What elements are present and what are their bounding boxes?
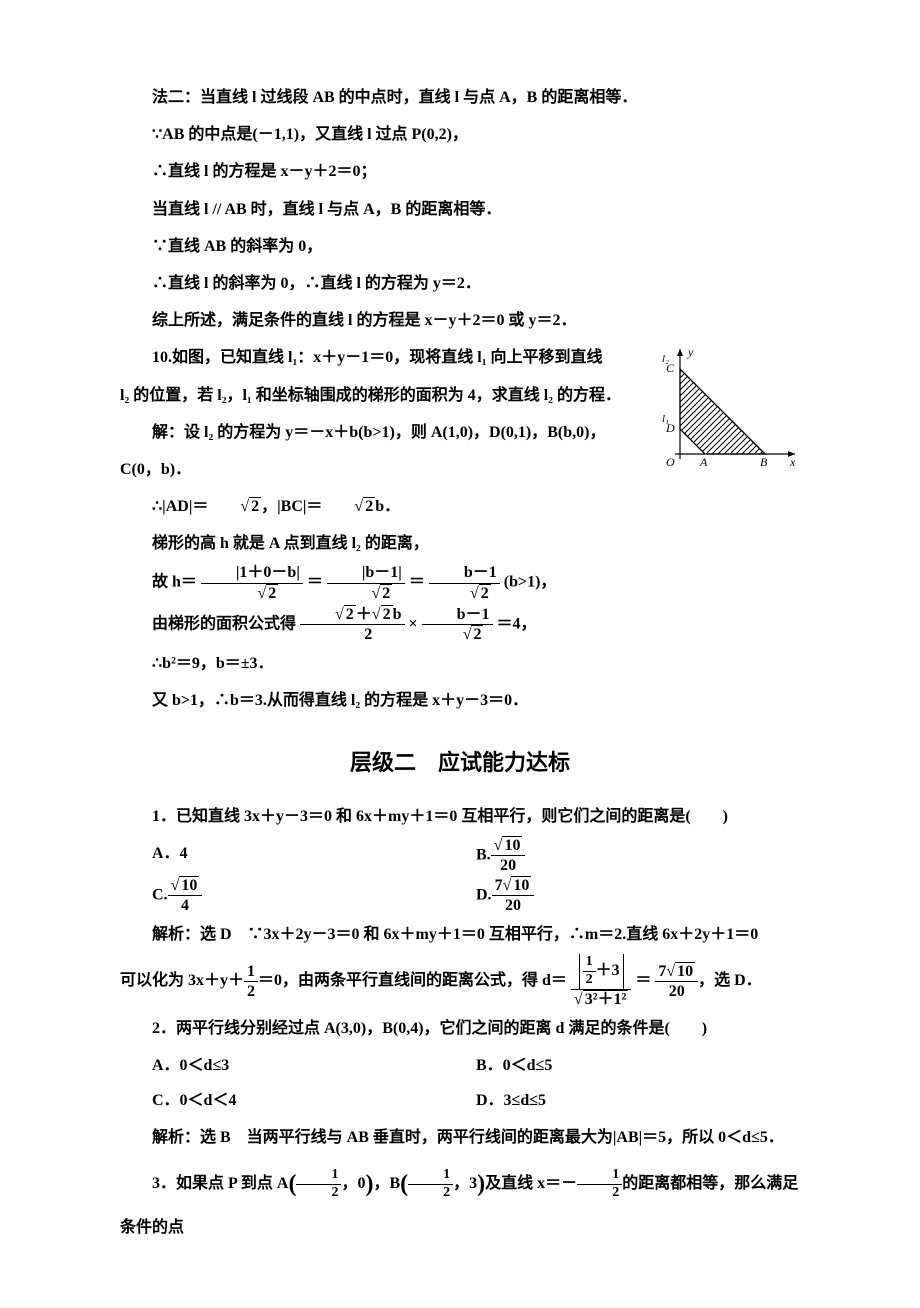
text: ，3	[453, 1175, 477, 1192]
frac2: |b－1|√2	[327, 563, 405, 602]
frac5: b－1√2	[422, 605, 493, 644]
svg-text:A: A	[699, 455, 708, 469]
q1-optA: A．4	[152, 836, 476, 875]
sqrt2: 2	[363, 497, 375, 515]
section2-title: 层级二 应试能力达标	[120, 739, 800, 787]
q2-sol: 解析：选 B 当两平行线与 AB 垂直时，两平行线间的距离最大为|AB|＝5，所…	[120, 1120, 800, 1155]
q2-optD: D．3≤d≤5	[476, 1083, 800, 1118]
q10-sol-d: 梯形的高 h 就是 A 点到直线 l₂ 的距离，	[120, 526, 800, 561]
text: ，0	[341, 1175, 365, 1192]
method2-line5: ∵直线 AB 的斜率为 0，	[120, 229, 800, 264]
method2-line2: ∵AB 的中点是(－1,1)，又直线 l 过点 P(0,2)，	[120, 117, 800, 152]
text: ＝4，	[497, 615, 537, 632]
q2-optA: A．0＜d≤3	[152, 1048, 476, 1083]
text: 由梯形的面积公式得	[152, 615, 296, 632]
text: ，B	[373, 1175, 400, 1192]
q1-options: A．4 B.√1020 C.√104 D.7√1020	[152, 836, 800, 915]
svg-text:B: B	[760, 455, 768, 469]
q1-sol-b: 可以化为 3x＋y＋12＝0，由两条平行直线间的距离公式，得 d＝ 12＋3 √…	[120, 954, 800, 1009]
method2-line7: 综上所述，满足条件的直线 l 的方程是 x－y＋2＝0 或 y＝2．	[120, 303, 800, 338]
frac1: |1＋0－b|√2	[201, 563, 303, 602]
q1-optC: C.√104	[152, 876, 476, 915]
q2-options: A．0＜d≤3 B．0＜d≤5 C．0＜d＜4 D．3≤d≤5	[152, 1048, 800, 1118]
text: ＝	[409, 574, 425, 591]
q1-sol-a: 解析：选 D ∵3x＋2y－3＝0 和 6x＋my＋1＝0 互相平行，∴m＝2.…	[120, 917, 800, 952]
q10-sol-c: ∴|AD|＝2，|BC|＝2b．	[120, 489, 800, 524]
frac3: b－1√2	[429, 563, 500, 602]
method2-line1: 法二：当直线 l 过线段 AB 的中点时，直线 l 与点 A，B 的距离相等．	[120, 80, 800, 115]
q1-optD: D.7√1020	[476, 876, 800, 915]
text: ∴|AD|＝	[152, 498, 208, 515]
text: 及直线 x＝－	[485, 1175, 577, 1192]
text: ×	[409, 615, 418, 632]
frac4: √2＋√2b2	[300, 605, 404, 644]
q3-text: 3．如果点 P 到点 A(12，0)，B(12，3)及直线 x＝－12的距离都相…	[120, 1158, 800, 1246]
text: ＝0，由两条平行直线间的距离公式，得 d＝	[258, 972, 567, 989]
text: ＝	[307, 574, 323, 591]
text: ，选 D．	[698, 972, 762, 989]
q10-sol-h: 又 b>1，∴b＝3.从而得直线 l₂ 的方程是 x＋y－3＝0．	[120, 683, 800, 718]
q10-sol-e: 故 h＝ |1＋0－b|√2 ＝ |b－1|√2 ＝ b－1√2 (b>1)，	[120, 563, 800, 602]
svg-text:x: x	[789, 455, 796, 469]
q10-sol-f: 由梯形的面积公式得 √2＋√2b2 × b－1√2 ＝4，	[120, 605, 800, 644]
method2-line6: ∴直线 l 的斜率为 0，∴直线 l 的方程为 y＝2．	[120, 266, 800, 301]
trapezoid-figure: y x O A B C D l₁ l₂	[660, 344, 800, 487]
text: ＝	[635, 972, 651, 989]
text: 可以化为 3x＋y＋	[120, 972, 244, 989]
sqrt2: 2	[249, 497, 261, 515]
frac-d: 12＋3 √3²＋1²	[571, 954, 631, 1009]
q1-text: 1．已知直线 3x＋y－3＝0 和 6x＋my＋1＝0 互相平行，则它们之间的距…	[120, 799, 800, 834]
q2-optB: B．0＜d≤5	[476, 1048, 800, 1083]
q1-optB: B.√1020	[476, 836, 800, 875]
q2-optC: C．0＜d＜4	[152, 1083, 476, 1118]
text: (b>1)，	[504, 574, 557, 591]
q10-sol-g: ∴b²＝9，b＝±3．	[120, 646, 800, 681]
method2-line3: ∴直线 l 的方程是 x－y＋2＝0；	[120, 154, 800, 189]
q2-text: 2．两平行线分别经过点 A(3,0)，B(0,4)，它们之间的距离 d 满足的条…	[120, 1011, 800, 1046]
svg-text:y: y	[687, 345, 694, 359]
text: ，|BC|＝	[261, 498, 322, 515]
text: 3．如果点 P 到点 A	[152, 1175, 288, 1192]
svg-text:l₂: l₂	[662, 353, 669, 365]
svg-text:l₁: l₁	[662, 413, 669, 425]
method2-line4: 当直线 l // AB 时，直线 l 与点 A，B 的距离相等．	[120, 192, 800, 227]
text: b．	[375, 498, 400, 515]
svg-text:O: O	[666, 455, 675, 469]
text: 故 h＝	[152, 574, 197, 591]
